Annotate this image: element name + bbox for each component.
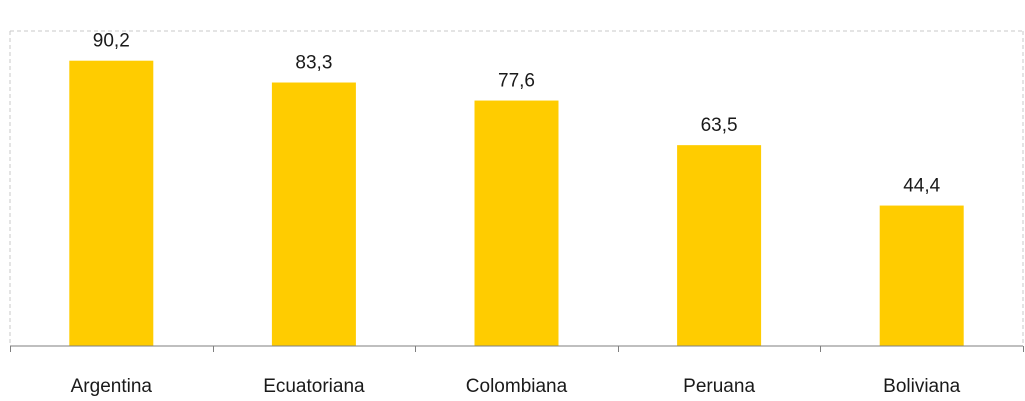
bar-ecuatoriana — [271, 82, 356, 347]
category-label: Boliviana — [883, 376, 961, 397]
bar-colombiana — [474, 100, 559, 346]
value-label: 63,5 — [701, 115, 738, 136]
category-label: Argentina — [71, 376, 153, 397]
category-label: Peruana — [683, 376, 755, 397]
bar-boliviana — [879, 205, 964, 346]
bar-peruana — [677, 145, 762, 346]
plot-frame — [9, 30, 1024, 346]
value-labels-group: 90,2 83,3 77,6 63,5 44,4 — [93, 31, 941, 197]
bar-argentina — [69, 60, 154, 347]
value-label: 83,3 — [295, 53, 332, 74]
x-axis — [10, 345, 1024, 352]
category-label: Ecuatoriana — [263, 376, 365, 397]
value-label: 90,2 — [93, 31, 130, 52]
category-label: Colombiana — [466, 376, 568, 397]
value-label: 77,6 — [498, 71, 535, 92]
bars-group — [69, 60, 964, 347]
category-labels-group: Argentina Ecuatoriana Colombiana Peruana Bol… — [71, 376, 961, 397]
value-label: 44,4 — [903, 176, 940, 197]
